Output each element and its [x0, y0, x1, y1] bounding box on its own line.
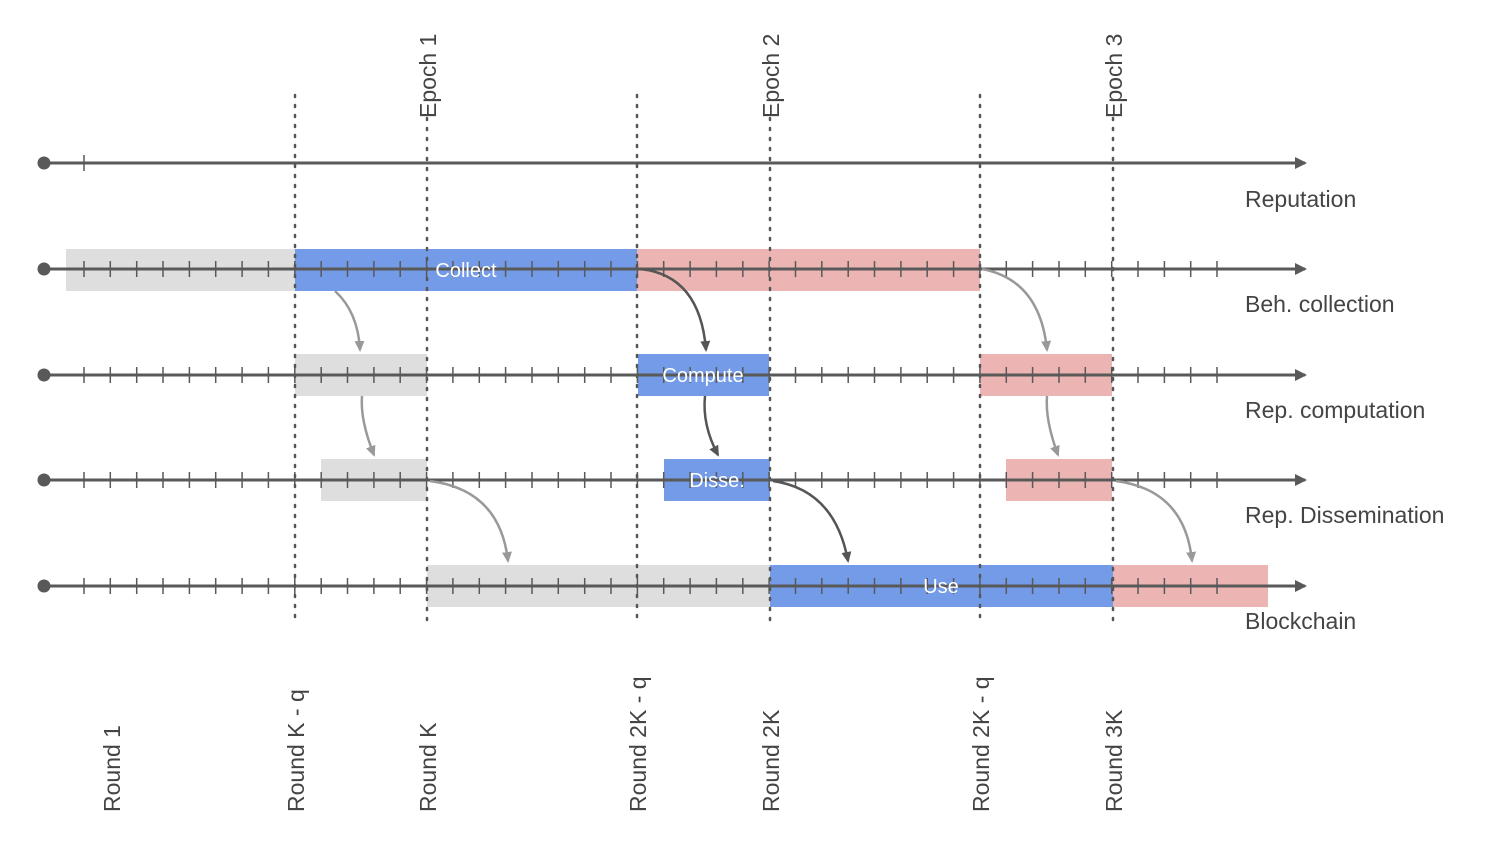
arrow-light-collect-to-compute-2	[981, 267, 1052, 352]
collect-label: Collect	[435, 260, 497, 282]
round-labels: Round 1 Round K - q Round K Round 2K - q…	[99, 676, 1127, 812]
arrow-light-disse-to-chain-2	[1115, 479, 1197, 563]
round-label-k: Round K	[415, 722, 441, 812]
axis-start-dissemination	[37, 473, 51, 487]
vertical-markers	[293, 93, 1115, 627]
lane-labels: Reputation Beh. collection Rep. computat…	[1245, 186, 1444, 634]
phase-boxes	[66, 249, 1268, 607]
use-label: Use	[923, 576, 959, 598]
round-label-2k-q: Round 2K - q	[625, 676, 651, 812]
round-label-2k-q-b: Round 2K - q	[968, 676, 994, 812]
arrow-light-collect-to-compute-1	[334, 290, 365, 352]
arrow-dark-disse-to-chain	[772, 479, 852, 563]
axis-start-computation	[37, 368, 51, 382]
round-label-1: Round 1	[99, 725, 125, 812]
epoch-label-3: Epoch 3	[1101, 34, 1127, 118]
axis-start-blockchain	[37, 579, 51, 593]
flow-arrows	[334, 267, 1197, 563]
box-labels: Collect Compute Disse. Use	[435, 260, 958, 598]
round-label-3k: Round 3K	[1101, 709, 1127, 812]
epoch-labels: Epoch 1 Epoch 2 Epoch 3	[415, 34, 1127, 118]
arrow-light-disse-to-chain-1	[429, 479, 512, 563]
lane-axes	[37, 155, 1307, 594]
epoch-label-1: Epoch 1	[415, 34, 441, 118]
epoch-label-2: Epoch 2	[758, 34, 784, 118]
arrow-dark-collect-to-compute	[639, 267, 711, 352]
lane-label-computation: Rep. computation	[1245, 397, 1425, 423]
round-label-2k: Round 2K	[758, 709, 784, 812]
lane-label-dissemination: Rep. Dissemination	[1245, 502, 1444, 528]
axis-start-reputation	[37, 156, 51, 170]
lane-label-reputation: Reputation	[1245, 186, 1356, 212]
disse-label: Disse.	[689, 470, 745, 492]
arrow-light-compute-to-disse-2	[1045, 395, 1060, 457]
compute-label: Compute	[662, 365, 743, 387]
arrow-dark-compute-to-disse	[703, 395, 720, 457]
lane-label-collection: Beh. collection	[1245, 291, 1395, 317]
axis-start-collection	[37, 262, 51, 276]
round-label-k-q: Round K - q	[283, 689, 309, 812]
arrow-light-compute-to-disse-1	[360, 395, 376, 457]
lane-label-blockchain: Blockchain	[1245, 608, 1356, 634]
